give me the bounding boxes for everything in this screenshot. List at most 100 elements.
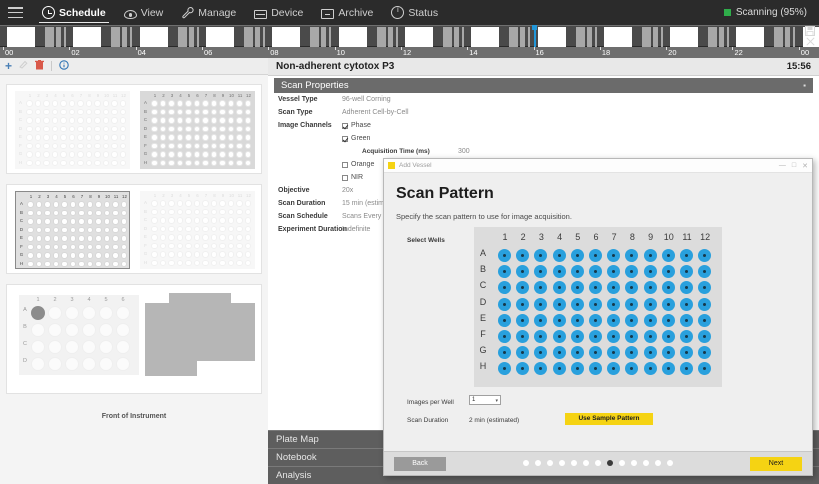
checkbox-nir[interactable]: [342, 174, 348, 181]
modal-plate-well[interactable]: [607, 362, 621, 376]
timeline-pending-block[interactable]: [586, 27, 592, 47]
modal-plate-well[interactable]: [589, 265, 602, 279]
plate-well[interactable]: [159, 208, 166, 215]
plate-well[interactable]: [120, 209, 127, 216]
plate24-well[interactable]: [82, 357, 96, 371]
plate-well[interactable]: [102, 159, 109, 166]
plate-well[interactable]: [112, 260, 119, 267]
modal-plate-well[interactable]: [552, 362, 566, 376]
plate24-well[interactable]: [31, 340, 45, 354]
modal-plate-well[interactable]: [498, 249, 511, 262]
timeline-pending-block[interactable]: [594, 27, 597, 47]
plate-well[interactable]: [85, 100, 92, 107]
plate24-well[interactable]: [31, 306, 45, 320]
modal-plate-well[interactable]: [534, 249, 548, 262]
timeline-pending-block[interactable]: [64, 27, 66, 47]
plate-well[interactable]: [77, 159, 84, 166]
plate-well[interactable]: [85, 151, 92, 158]
timeline-scan-block[interactable]: [7, 27, 35, 47]
plate-well[interactable]: [51, 100, 58, 107]
timeline-pending-block[interactable]: [641, 27, 651, 47]
step-dot[interactable]: [655, 460, 661, 466]
plate-well[interactable]: [244, 259, 251, 266]
plate-well[interactable]: [244, 108, 251, 115]
plate-well[interactable]: [34, 142, 41, 149]
step-dot[interactable]: [607, 460, 613, 466]
plate-well[interactable]: [120, 235, 127, 242]
plate-well[interactable]: [219, 142, 226, 149]
plate-well[interactable]: [176, 108, 183, 115]
close-icon[interactable]: [806, 37, 815, 49]
modal-plate-well[interactable]: [570, 281, 584, 295]
plate-96-well[interactable]: 1 2 3 4 5 6 7 8 9 10 11 12 A B C D E F G H: [15, 191, 130, 269]
plate-24-well[interactable]: 1 2 3 4 5 6 A B C D: [19, 295, 139, 375]
timeline-scan-block[interactable]: [736, 27, 765, 47]
plate-well[interactable]: [102, 142, 109, 149]
plate-well[interactable]: [95, 243, 102, 250]
step-dot[interactable]: [631, 460, 637, 466]
plate-well[interactable]: [168, 200, 175, 207]
plate-well[interactable]: [111, 142, 118, 149]
modal-plate-column-header[interactable]: 8: [629, 232, 635, 242]
plate-well[interactable]: [244, 100, 251, 107]
plate-well[interactable]: [34, 117, 41, 124]
plate-well[interactable]: [176, 125, 183, 132]
timeline-pending-block[interactable]: [56, 27, 61, 47]
plate-well[interactable]: [227, 117, 234, 124]
plate-well[interactable]: [236, 151, 243, 158]
plate-well[interactable]: [151, 225, 158, 232]
plate-well[interactable]: [68, 117, 75, 124]
plate-well[interactable]: [244, 142, 251, 149]
nav-item-view[interactable]: View: [115, 0, 173, 25]
plate-well[interactable]: [210, 200, 217, 207]
plate-well[interactable]: [85, 142, 92, 149]
plate-well[interactable]: [34, 151, 41, 158]
modal-plate-row-header[interactable]: B: [479, 264, 486, 275]
plate-well[interactable]: [244, 234, 251, 241]
timeline-pending-block[interactable]: [461, 27, 464, 47]
plate-well[interactable]: [111, 125, 118, 132]
modal-plate-well[interactable]: [552, 281, 566, 295]
plate-well[interactable]: [244, 225, 251, 232]
timeline-pending-block[interactable]: [243, 27, 253, 47]
plate-well[interactable]: [103, 209, 110, 216]
plate24-well[interactable]: [65, 340, 79, 354]
plate-well[interactable]: [168, 134, 175, 141]
plate-well[interactable]: [236, 208, 243, 215]
plate24-well[interactable]: [82, 323, 96, 337]
modal-plate-well[interactable]: [698, 281, 712, 295]
plate-well[interactable]: [193, 217, 200, 224]
channel-orange[interactable]: Orange: [342, 161, 374, 168]
plate-well[interactable]: [219, 159, 226, 166]
plate-well[interactable]: [244, 217, 251, 224]
plate-well[interactable]: [159, 217, 166, 224]
modal-plate-well[interactable]: [570, 265, 584, 279]
plate-well[interactable]: [103, 260, 110, 267]
plate-well[interactable]: [120, 260, 127, 267]
plate-well[interactable]: [26, 159, 33, 166]
modal-plate-well[interactable]: [570, 313, 584, 327]
plate-well[interactable]: [85, 134, 92, 141]
plate-well[interactable]: [69, 218, 76, 225]
plate-well[interactable]: [61, 252, 68, 259]
plate-well[interactable]: [44, 201, 51, 208]
modal-plate-well[interactable]: [680, 346, 693, 360]
plate-well[interactable]: [119, 108, 126, 115]
plate-well[interactable]: [26, 108, 33, 115]
plate-well[interactable]: [69, 201, 76, 208]
modal-plate-well[interactable]: [534, 281, 548, 295]
plate-well[interactable]: [236, 259, 243, 266]
plate-well[interactable]: [210, 108, 217, 115]
plate-well[interactable]: [103, 226, 110, 233]
plate24-well[interactable]: [99, 340, 113, 354]
modal-plate-column-header[interactable]: 6: [593, 232, 599, 242]
modal-plate-row-header[interactable]: C: [479, 280, 487, 291]
modal-plate-well[interactable]: [625, 297, 639, 311]
plate-well[interactable]: [210, 225, 217, 232]
timeline-pending-block[interactable]: [45, 27, 54, 47]
plate-well[interactable]: [43, 117, 50, 124]
plate-well[interactable]: [168, 117, 175, 124]
plate-well[interactable]: [176, 151, 183, 158]
plate-well[interactable]: [78, 226, 85, 233]
plate-well[interactable]: [159, 234, 166, 241]
